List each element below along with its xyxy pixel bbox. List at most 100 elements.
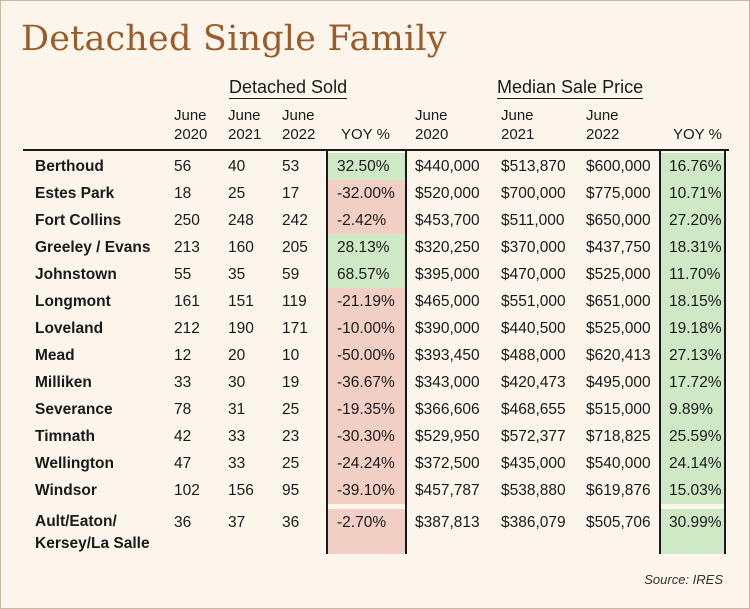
cell-price-yoy: 11.70%	[669, 266, 721, 283]
col-header-sold-2020: June 2020	[174, 107, 208, 143]
cell-sold-2020: 102	[174, 482, 200, 499]
cell-price-2022: $775,000	[586, 185, 651, 202]
row-city: Milliken	[35, 374, 92, 391]
cell-price-yoy: 17.72%	[669, 374, 722, 391]
cell-price-2021: $420,473	[501, 374, 566, 391]
cell-sold-2022: 23	[282, 428, 300, 445]
cell-sold-2020: 18	[174, 185, 192, 202]
price-yoy-shade	[661, 477, 724, 504]
cell-price-2022: $620,413	[586, 347, 651, 364]
cell-sold-2020: 250	[174, 212, 200, 229]
sold-yoy-shade	[328, 509, 405, 554]
cell-price-yoy: 16.76%	[669, 158, 722, 175]
sold-yoy-shade	[328, 369, 405, 396]
cell-price-2021: $572,377	[501, 428, 566, 445]
cell-price-yoy: 30.99%	[669, 514, 722, 531]
cell-price-2022: $650,000	[586, 212, 651, 229]
cell-sold-2020: 213	[174, 239, 200, 256]
cell-sold-2022: 36	[282, 514, 300, 531]
price-yoy-shade	[661, 234, 724, 261]
cell-price-2022: $651,000	[586, 293, 651, 310]
cell-sold-2022: 25	[282, 401, 300, 418]
row-city: Greeley / Evans	[35, 239, 151, 256]
page-title: Detached Single Family	[21, 19, 447, 59]
price-yoy-shade	[661, 342, 724, 369]
cell-price-2021: $511,000	[501, 212, 565, 229]
price-yoy-shade	[661, 396, 724, 423]
cell-sold-2021: 33	[228, 428, 246, 445]
cell-price-yoy: 18.15%	[669, 293, 722, 310]
cell-price-2021: $513,870	[501, 158, 566, 175]
cell-price-2022: $505,706	[586, 514, 651, 531]
price-yoy-shade	[661, 153, 724, 180]
cell-sold-2021: 20	[228, 347, 246, 364]
row-city: Ault/Eaton/ Kersey/La Salle	[35, 513, 150, 552]
sold-yoy-shade	[328, 180, 405, 207]
row-city: Fort Collins	[35, 212, 122, 229]
cell-price-2020: $465,000	[415, 293, 480, 310]
cell-sold-2020: 33	[174, 374, 192, 391]
cell-price-2020: $395,000	[415, 266, 480, 283]
sold-yoy-shade	[328, 234, 405, 261]
cell-price-2022: $525,000	[586, 266, 651, 283]
sold-yoy-shade	[328, 207, 405, 234]
cell-sold-2021: 190	[228, 320, 254, 337]
cell-sold-yoy: -2.70%	[337, 514, 387, 531]
cell-price-2020: $372,500	[415, 455, 480, 472]
cell-price-yoy: 10.71%	[669, 185, 722, 202]
cell-sold-2020: 12	[174, 347, 192, 364]
cell-price-2020: $343,000	[415, 374, 480, 391]
cell-price-2021: $468,655	[501, 401, 566, 418]
row-city: Loveland	[35, 320, 104, 337]
col-header-price-2021: June 2021	[501, 107, 535, 143]
row-city: Longmont	[35, 293, 111, 310]
cell-sold-yoy: -32.00%	[337, 185, 395, 202]
cell-sold-2022: 95	[282, 482, 300, 499]
sold-yoy-shade	[328, 450, 405, 477]
sold-yoy-shade	[328, 315, 405, 342]
sold-yoy-shade	[328, 288, 405, 315]
source-note: Source: IRES	[644, 572, 723, 587]
cell-sold-2021: 151	[228, 293, 254, 310]
cell-price-2022: $437,750	[586, 239, 651, 256]
group-header-price: Median Sale Price	[497, 77, 644, 99]
cell-sold-2021: 160	[228, 239, 254, 256]
row-city: Windsor	[35, 482, 97, 499]
cell-price-2020: $440,000	[415, 158, 480, 175]
cell-price-2022: $515,000	[586, 401, 651, 418]
cell-sold-2020: 212	[174, 320, 200, 337]
row-city: Johnstown	[35, 266, 117, 283]
cell-sold-yoy: -36.67%	[337, 374, 395, 391]
sold-yoy-shade	[328, 477, 405, 504]
cell-sold-2020: 42	[174, 428, 192, 445]
cell-sold-yoy: 68.57%	[337, 266, 390, 283]
price-yoy-shade	[661, 180, 724, 207]
price-yoy-shade	[661, 261, 724, 288]
cell-sold-2021: 25	[228, 185, 246, 202]
cell-sold-2020: 55	[174, 266, 192, 283]
cell-price-2022: $619,876	[586, 482, 651, 499]
divider-sold-yoy-right	[405, 150, 407, 554]
col-header-price-2020: June 2020	[415, 107, 449, 143]
cell-price-yoy: 19.18%	[669, 320, 722, 337]
sold-yoy-shade	[328, 261, 405, 288]
cell-price-2020: $366,606	[415, 401, 480, 418]
cell-sold-2022: 25	[282, 455, 300, 472]
header-divider	[23, 149, 729, 151]
cell-sold-2022: 19	[282, 374, 300, 391]
row-city: Timnath	[35, 428, 95, 445]
cell-price-2020: $453,700	[415, 212, 480, 229]
cell-sold-2021: 31	[228, 401, 246, 418]
cell-price-2022: $718,825	[586, 428, 651, 445]
cell-price-2020: $529,950	[415, 428, 480, 445]
cell-price-2021: $551,000	[501, 293, 566, 310]
cell-sold-yoy: -21.19%	[337, 293, 395, 310]
cell-sold-2022: 53	[282, 158, 300, 175]
cell-sold-2022: 242	[282, 212, 308, 229]
price-yoy-shade	[661, 450, 724, 477]
divider-sold-yoy-left	[326, 150, 328, 554]
cell-price-2020: $390,000	[415, 320, 480, 337]
cell-price-2020: $393,450	[415, 347, 480, 364]
cell-price-2022: $495,000	[586, 374, 651, 391]
cell-sold-yoy: -24.24%	[337, 455, 395, 472]
